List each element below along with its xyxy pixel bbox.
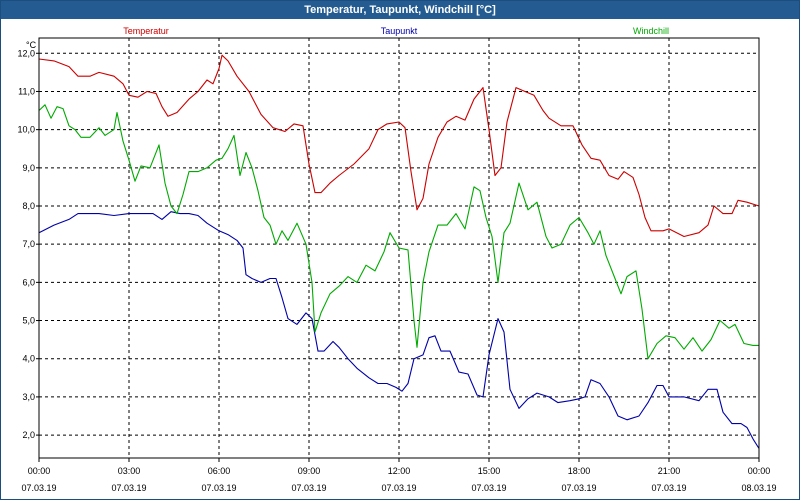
x-tick-label-time: 12:00: [388, 466, 411, 476]
x-tick-label-time: 21:00: [658, 466, 681, 476]
y-tick-label: 7,0: [22, 239, 35, 249]
y-tick-label: 3,0: [22, 392, 35, 402]
y-tick-label: 4,0: [22, 354, 35, 364]
series-lines: [38, 54, 760, 449]
x-tick-label-date: 07.03.19: [201, 483, 236, 493]
x-tick-label-date: 07.03.19: [21, 483, 56, 493]
x-tick-label-time: 00:00: [28, 466, 51, 476]
legend-taupunkt: Taupunkt: [381, 26, 418, 36]
series-line-taupunkt: [38, 211, 760, 449]
window-title: Temperatur, Taupunkt, Windchill [°C]: [1, 1, 799, 19]
x-tick-label-time: 09:00: [298, 466, 321, 476]
series-line-windchill: [38, 104, 759, 360]
legend-windchill: Windchill: [633, 26, 669, 36]
y-tick-label: 2,0: [22, 430, 35, 440]
x-tick-label-time: 18:00: [568, 466, 591, 476]
x-tick-label-date: 07.03.19: [291, 483, 326, 493]
y-tick-label: 10,0: [17, 125, 35, 135]
axis-labels: 2,0 3,0 4,0 5,0 6,0 7,0 8,0 9,0 10,0 11,0 12,0 00:0…: [17, 26, 776, 493]
x-tick-label-date: 07.03.19: [561, 483, 596, 493]
y-tick-label: 9,0: [22, 163, 35, 173]
y-tick-label: 5,0: [22, 316, 35, 326]
plot-frame: [38, 37, 760, 459]
x-tick-label-time: 06:00: [208, 466, 231, 476]
x-tick-label-date: 07.03.19: [111, 483, 146, 493]
y-tick-label: 12,0: [17, 48, 35, 58]
y-tick-label: 6,0: [22, 277, 35, 287]
x-tick-label-time: 00:00: [748, 466, 771, 476]
y-tick-label: 8,0: [22, 201, 35, 211]
series-line-temperatur: [38, 54, 760, 238]
x-tick-label-time: 15:00: [478, 466, 501, 476]
x-tick-label-date: 07.03.19: [471, 483, 506, 493]
x-tick-label-date: 07.03.19: [381, 483, 416, 493]
y-tick-label: 11,0: [18, 86, 35, 96]
x-tick-label-time: 03:00: [118, 466, 141, 476]
x-tick-label-date: 08.03.19: [741, 483, 776, 493]
x-tick-label-date: 07.03.19: [651, 483, 686, 493]
legend-temperatur: Temperatur: [123, 26, 169, 36]
y-axis-label: °C: [26, 40, 37, 50]
plot-area-border: [38, 37, 760, 459]
